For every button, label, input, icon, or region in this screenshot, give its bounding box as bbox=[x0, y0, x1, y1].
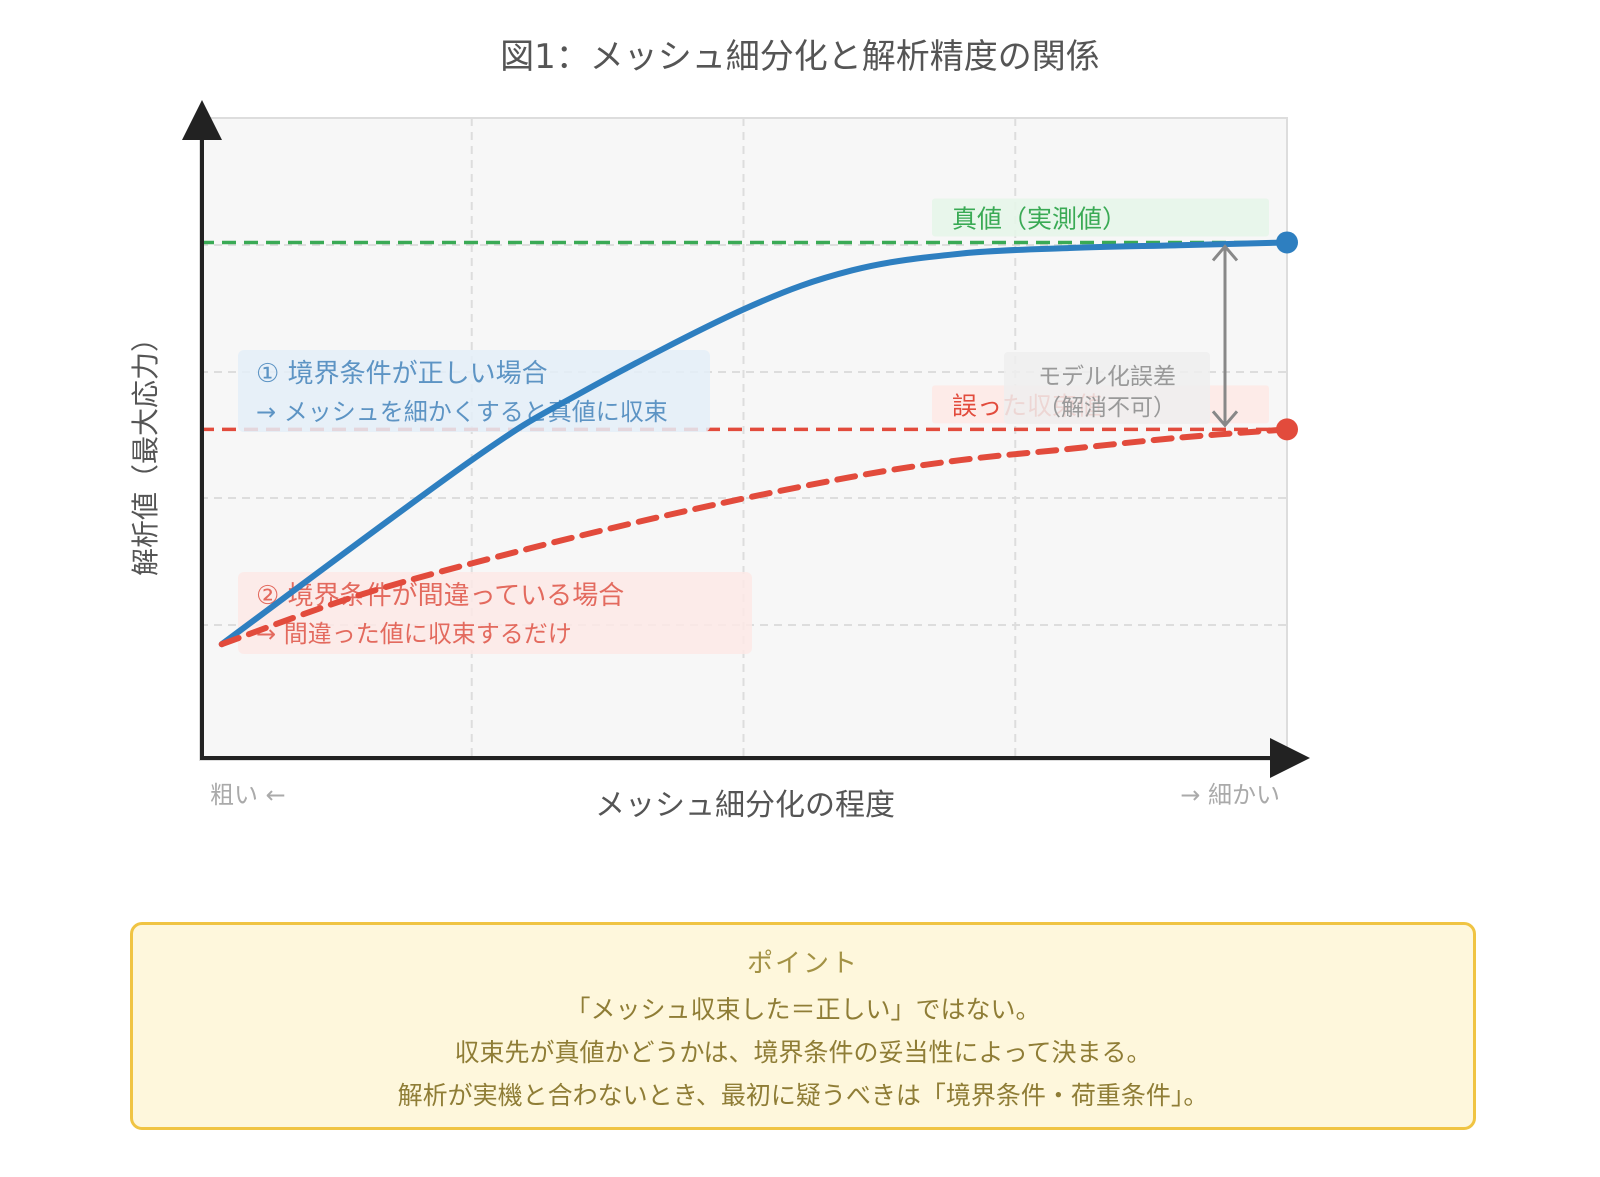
error-label-line-2: （解消不可） bbox=[1038, 395, 1176, 421]
case1-box-line-1: ① 境界条件が正しい場合 bbox=[256, 359, 548, 389]
error-arrow-head-bottom bbox=[1211, 410, 1239, 428]
error-arrow-head-top bbox=[1211, 244, 1239, 262]
x-tick-left: 粗い ← bbox=[210, 781, 286, 809]
point-title: ポイント bbox=[746, 949, 859, 979]
case2-box-line-1: ② 境界条件が間違っている場合 bbox=[256, 581, 624, 611]
case1-box-bg bbox=[238, 350, 710, 432]
point-line-3: 解析が実機と合わないとき、最初に疑うべきは「境界条件・荷重条件」。 bbox=[397, 1081, 1209, 1110]
ref-label-bg-true_value bbox=[932, 198, 1269, 237]
case2-box-line-2: → 間違った値に収束するだけ bbox=[256, 620, 572, 648]
series-endpoint-wrong bbox=[1276, 418, 1298, 441]
x-tick-right: → 細かい bbox=[1180, 781, 1280, 809]
x-axis-label: メッシュ細分化の程度 bbox=[595, 788, 895, 823]
ref-label-true_value: 真値（実測値） bbox=[952, 204, 1127, 233]
point-line-2: 収束先が真値かどうかは、境界条件の妥当性によって決まる。 bbox=[454, 1038, 1152, 1067]
point-line-1: 「メッシュ収束した＝正しい」ではない。 bbox=[565, 995, 1041, 1024]
series-endpoint-correct bbox=[1276, 231, 1298, 254]
series-lines: ① 境界条件が正しい場合 → メッシュを細かくすると真値に収束 ② 境界条件が間違っ… bbox=[218, 231, 1298, 654]
point-box: ポイント 「メッシュ収束した＝正しい」ではない。 収束先が真値かどうかは、境界条… bbox=[130, 922, 1476, 1130]
y-axis-label: 解析値（最大応力） bbox=[129, 324, 162, 576]
chart-title: 図1：メッシュ細分化と解析精度の関係 bbox=[500, 37, 1100, 77]
annotations: モデル化誤差 （解消不可） bbox=[1004, 244, 1239, 428]
error-label-line-1: モデル化誤差 bbox=[1038, 364, 1176, 390]
series-line-wrong bbox=[218, 426, 1290, 648]
point-lines: 「メッシュ収束した＝正しい」ではない。 収束先が真値かどうかは、境界条件の妥当性… bbox=[133, 988, 1473, 1117]
case1-box-line-2: → メッシュを細かくすると真値に収束 bbox=[256, 398, 668, 426]
series-line-correct bbox=[218, 239, 1290, 648]
chart: 図1：メッシュ細分化と解析精度の関係 真値（実測値）誤った収束値 ① 境界条件が… bbox=[129, 37, 1310, 823]
error-label-bg bbox=[1004, 352, 1210, 424]
